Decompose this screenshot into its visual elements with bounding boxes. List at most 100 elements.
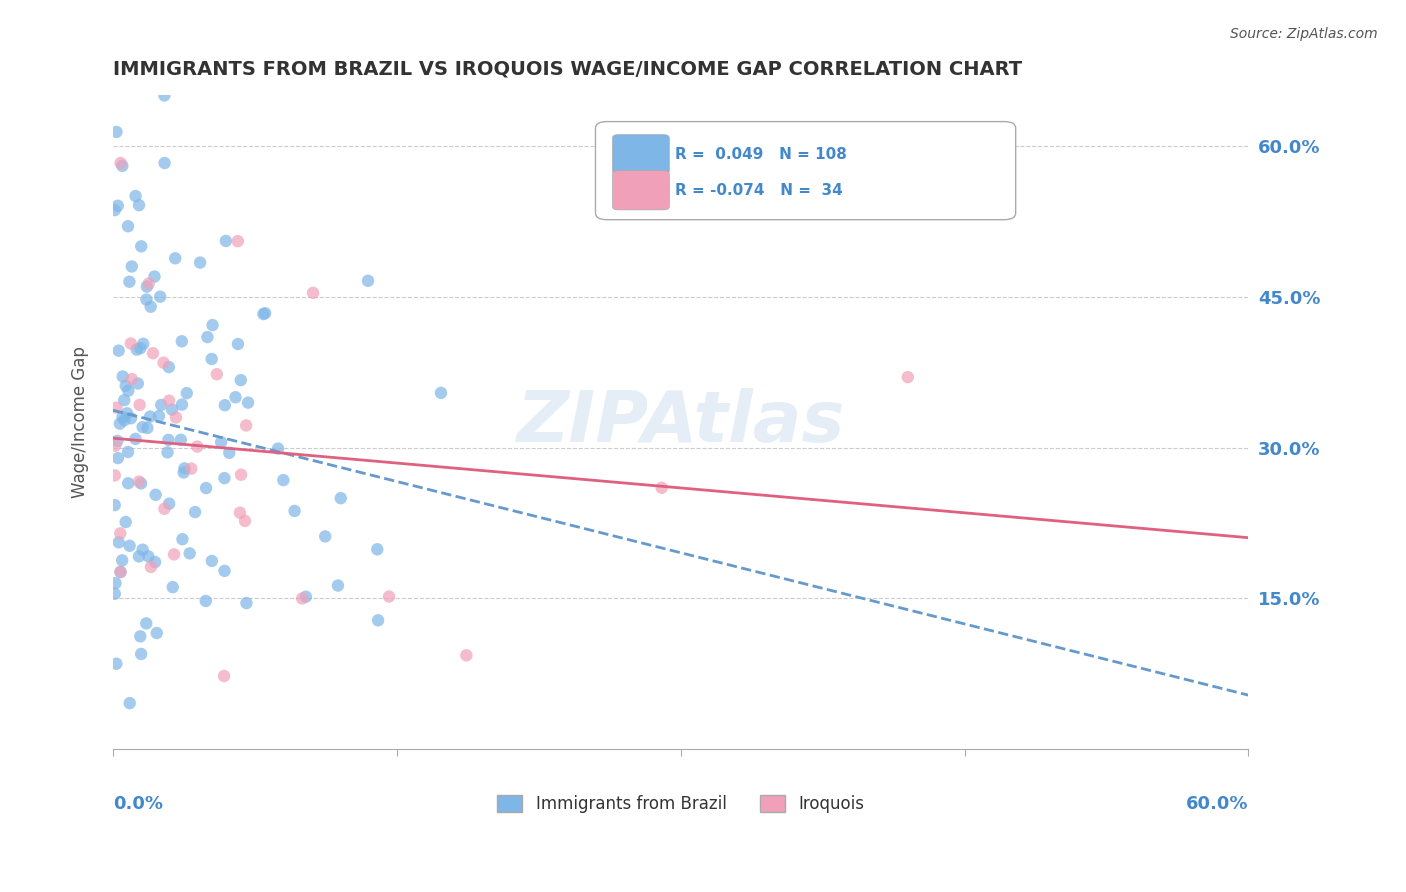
Point xyxy=(107,535,129,549)
Point xyxy=(111,409,134,424)
Y-axis label: Wage/Income Gap: Wage/Income Gap xyxy=(72,346,89,499)
Point xyxy=(107,199,129,213)
Point xyxy=(229,467,252,482)
Point xyxy=(226,234,249,248)
Point xyxy=(121,372,143,386)
Point xyxy=(225,390,247,404)
Point xyxy=(143,269,166,284)
Point xyxy=(651,481,673,495)
Point xyxy=(215,234,238,248)
Point xyxy=(170,433,193,447)
Point xyxy=(150,398,173,412)
Point xyxy=(148,409,170,423)
Point xyxy=(156,445,179,459)
Point xyxy=(110,565,132,579)
Point xyxy=(252,307,274,321)
Point xyxy=(456,648,478,663)
Point xyxy=(114,378,136,392)
Point xyxy=(165,410,187,425)
Point xyxy=(235,418,257,433)
Point xyxy=(121,260,143,274)
Point xyxy=(226,337,249,351)
Point xyxy=(267,442,290,456)
Point xyxy=(153,501,176,516)
Point xyxy=(201,554,224,568)
Point xyxy=(118,275,141,289)
Point xyxy=(162,580,184,594)
Point xyxy=(897,370,920,384)
Point xyxy=(129,341,152,355)
Point xyxy=(131,542,153,557)
Point xyxy=(157,359,180,374)
Point xyxy=(157,393,180,408)
Point xyxy=(139,560,162,574)
Point xyxy=(378,590,401,604)
Point xyxy=(430,385,453,400)
Point xyxy=(236,395,259,409)
Point xyxy=(302,285,325,300)
Point xyxy=(127,376,149,391)
Point xyxy=(366,542,388,557)
Point xyxy=(115,406,138,420)
Point xyxy=(367,613,389,627)
Point xyxy=(291,591,314,606)
Point xyxy=(135,279,157,293)
Point xyxy=(112,393,135,408)
Point xyxy=(120,411,142,425)
Point xyxy=(214,398,236,412)
Point xyxy=(188,255,211,269)
Point xyxy=(110,156,132,170)
Point xyxy=(105,125,128,139)
Point xyxy=(125,343,148,357)
FancyBboxPatch shape xyxy=(613,135,669,174)
Point xyxy=(214,564,236,578)
Legend: Immigrants from Brazil, Iroquois: Immigrants from Brazil, Iroquois xyxy=(491,788,870,820)
FancyBboxPatch shape xyxy=(613,170,669,210)
Point xyxy=(107,451,129,466)
Point xyxy=(201,351,224,366)
Point xyxy=(165,252,187,266)
FancyBboxPatch shape xyxy=(596,121,1015,219)
Point xyxy=(104,439,127,453)
Point xyxy=(138,277,160,291)
Point xyxy=(128,398,150,412)
Text: 60.0%: 60.0% xyxy=(1187,795,1249,814)
Point xyxy=(284,504,307,518)
Point xyxy=(117,384,139,398)
Text: 0.0%: 0.0% xyxy=(112,795,163,814)
Point xyxy=(142,346,165,360)
Point xyxy=(173,461,195,475)
Point xyxy=(205,368,228,382)
Point xyxy=(129,239,152,253)
Point xyxy=(117,445,139,459)
Point xyxy=(160,402,183,417)
Text: R = -0.074   N =  34: R = -0.074 N = 34 xyxy=(675,183,842,198)
Point xyxy=(111,553,134,567)
Text: ZIPAtlas: ZIPAtlas xyxy=(516,388,845,457)
Point xyxy=(124,432,146,446)
Point xyxy=(107,343,129,358)
Point xyxy=(201,318,224,332)
Point xyxy=(153,88,176,103)
Point xyxy=(357,274,380,288)
Point xyxy=(170,334,193,349)
Point xyxy=(104,468,127,483)
Point xyxy=(149,290,172,304)
Point xyxy=(295,590,318,604)
Point xyxy=(163,547,186,561)
Point xyxy=(118,696,141,710)
Point xyxy=(197,330,219,344)
Point xyxy=(135,293,157,307)
Point xyxy=(108,417,131,431)
Point xyxy=(172,532,194,546)
Point xyxy=(105,657,128,671)
Point xyxy=(229,506,252,520)
Point xyxy=(117,476,139,491)
Point xyxy=(112,413,135,427)
Point xyxy=(128,198,150,212)
Point xyxy=(314,529,336,543)
Point xyxy=(145,626,167,640)
Point xyxy=(120,336,142,351)
Point xyxy=(153,156,176,170)
Point xyxy=(184,505,207,519)
